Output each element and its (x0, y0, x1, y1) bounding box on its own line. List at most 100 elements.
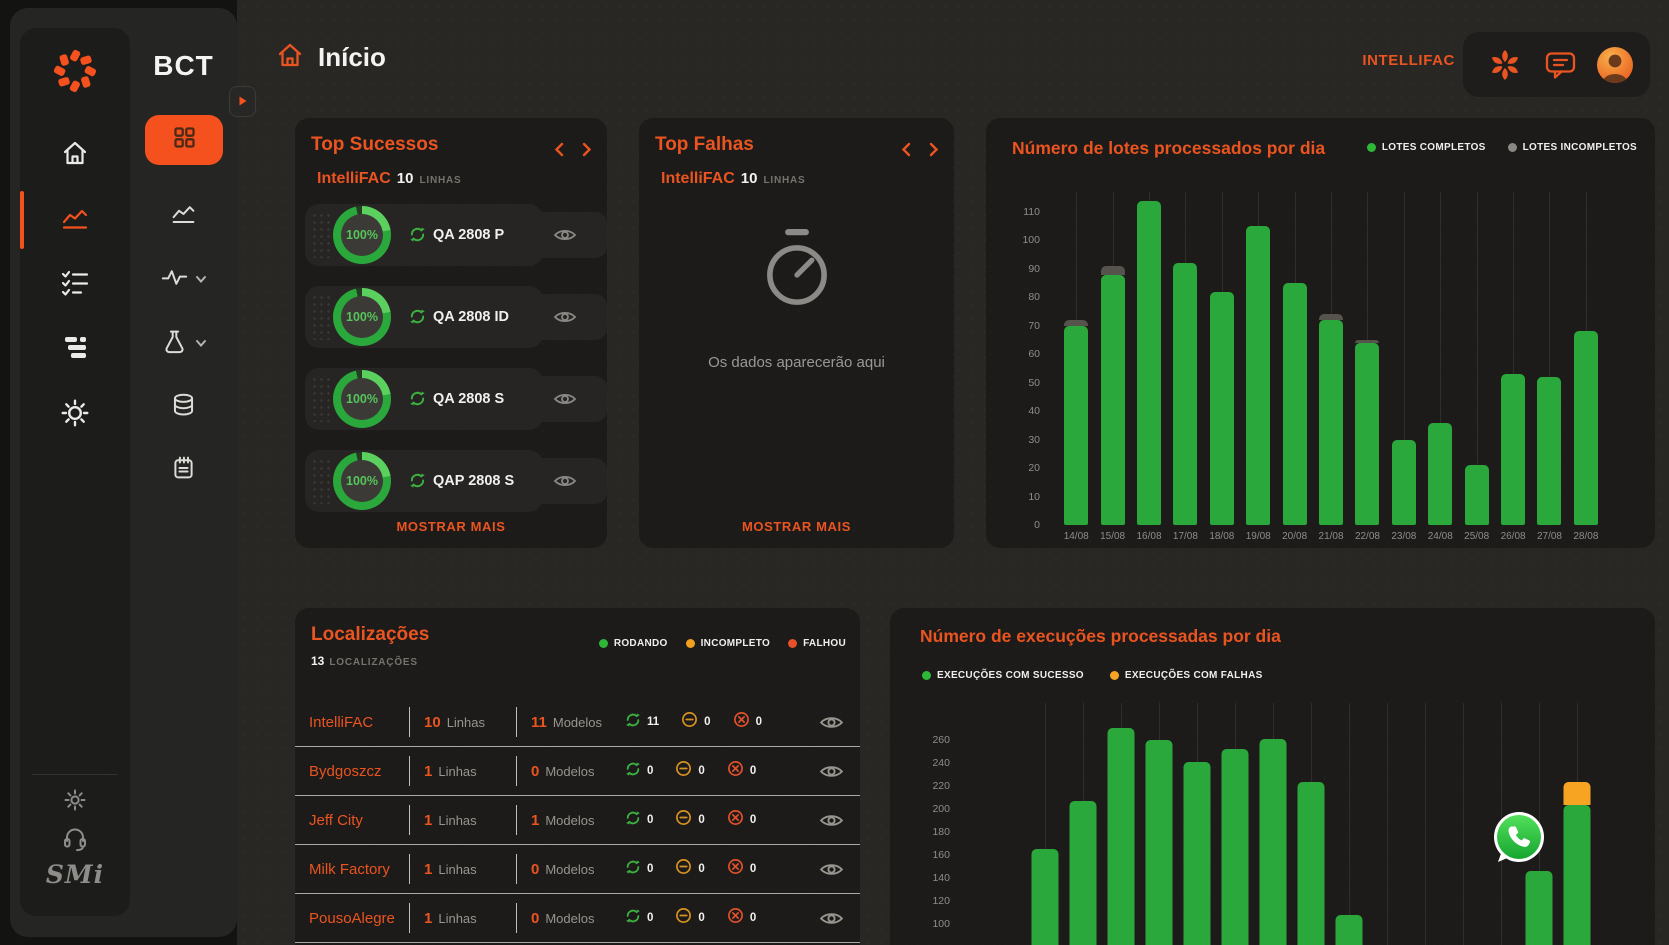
modelos-count: 0 (531, 860, 540, 878)
status-rodando: 0 (625, 908, 653, 929)
eye-icon[interactable] (819, 910, 844, 927)
sidebar-item-settings[interactable] (20, 398, 130, 433)
sidebar-item-tasks[interactable] (20, 270, 130, 300)
sidebar-item-analytics[interactable] (20, 191, 130, 249)
menu-item-monitoring[interactable] (130, 264, 237, 296)
progress-ring: 100% (333, 370, 391, 428)
support-button[interactable] (20, 824, 130, 857)
modelos-count: 1 (531, 811, 540, 829)
avatar[interactable] (1596, 46, 1634, 84)
linhas-label: Linhas (438, 763, 477, 779)
status-falhou: 0 (727, 809, 756, 831)
menu-item-reports[interactable] (130, 454, 237, 486)
menu-item-lab[interactable] (130, 328, 237, 360)
refresh-icon (409, 390, 426, 412)
status-falhou: 0 (727, 907, 756, 929)
theme-toggle-button[interactable] (20, 788, 130, 817)
show-more-button[interactable]: MOSTRAR MAIS (741, 519, 852, 534)
linhas-count: 1 (424, 860, 433, 878)
bar-slot: 27/08 (1531, 192, 1567, 542)
chart-legend: LOTES COMPLETOS LOTES INCOMPLETOS (1366, 142, 1637, 153)
expand-sidebar-button[interactable] (229, 86, 256, 117)
status-rodando: 11 (625, 712, 659, 733)
play-icon (239, 93, 247, 111)
card-lotes-chart: Número de lotes processados por dia LOTE… (986, 118, 1655, 548)
card-title: Top Sucessos (311, 134, 439, 155)
eye-icon[interactable] (553, 391, 577, 412)
app-logo[interactable] (20, 46, 130, 101)
list-item: 100% QA 2808 ID (305, 286, 607, 348)
refresh-icon (625, 810, 641, 831)
chevron-left-icon[interactable] (900, 142, 912, 157)
status-falhou: 0 (727, 858, 756, 880)
pinwheel-logo-icon (50, 46, 100, 101)
linhas-count: 1 (424, 762, 433, 780)
bar-slot: 22/08 (1349, 192, 1385, 542)
eye-icon[interactable] (553, 227, 577, 248)
line-count-label: LINHAS (419, 175, 462, 186)
location-link[interactable]: IntelliFAC (309, 713, 374, 731)
sidebar-item-pipeline[interactable] (20, 335, 130, 365)
modelos-label: Modelos (545, 812, 595, 828)
status-incompleto: 0 (675, 858, 705, 880)
bar-slot: 18/08 (1204, 192, 1240, 542)
card-title: Localizações (311, 624, 430, 645)
sidebar: SMi BCT (10, 8, 256, 937)
bar-slot: 16/08 (1131, 192, 1167, 542)
eye-icon[interactable] (819, 861, 844, 878)
chat-button[interactable] (1544, 48, 1577, 81)
line-chart-icon (170, 200, 197, 232)
chevron-down-icon (195, 335, 207, 353)
card-subtitle: IntelliFAC 10 LINHAS (317, 170, 462, 188)
bar-slot (1178, 703, 1216, 945)
x-circle-icon (733, 711, 750, 733)
chevron-left-icon[interactable] (553, 142, 565, 157)
table-row: IntelliFAC 10 Linhas 11 Modelos (295, 698, 860, 747)
menu-item-database[interactable] (130, 392, 237, 424)
notepad-icon (170, 454, 197, 486)
menu-item-charts[interactable] (130, 200, 237, 232)
sun-icon (63, 788, 87, 817)
bar-slot (1330, 703, 1368, 945)
eye-icon[interactable] (553, 309, 577, 330)
openai-button[interactable] (1485, 45, 1525, 85)
eye-icon[interactable] (553, 473, 577, 494)
eye-icon[interactable] (819, 714, 844, 731)
minus-circle-icon (675, 760, 692, 782)
batch-label: QAP 2808 S (433, 473, 515, 489)
eye-icon[interactable] (819, 763, 844, 780)
progress-value: 100% (341, 296, 383, 338)
openai-icon (1492, 49, 1518, 80)
card-title: Top Falhas (655, 134, 754, 155)
bar-slot: 24/08 (1422, 192, 1458, 542)
chevron-right-icon[interactable] (928, 142, 940, 157)
gear-icon (60, 398, 90, 433)
bar-slot (1026, 703, 1064, 945)
bar-slot: 21/08 (1313, 192, 1349, 542)
headset-icon (62, 824, 88, 857)
menu-item-dashboard[interactable] (145, 115, 223, 165)
status-legend: RODANDO INCOMPLETO FALHOU (598, 638, 846, 649)
show-more-button[interactable]: MOSTRAR MAIS (396, 519, 506, 534)
chat-icon (1545, 52, 1576, 79)
linhas-count: 1 (424, 811, 433, 829)
bar-slot: 17/08 (1167, 192, 1203, 542)
sidebar-item-home[interactable] (20, 140, 130, 170)
modelos-count: 11 (531, 713, 547, 731)
location-link[interactable]: Jeff City (309, 811, 363, 829)
location-link[interactable]: Milk Factory (309, 860, 390, 878)
whatsapp-button[interactable] (1490, 810, 1548, 868)
legend-dot-falhas (1109, 671, 1119, 680)
rail-divider (32, 774, 118, 775)
progress-ring: 100% (333, 206, 391, 264)
eye-icon[interactable] (819, 812, 844, 829)
bar-slot (1444, 703, 1482, 945)
progress-value: 100% (341, 460, 383, 502)
chevron-right-icon[interactable] (581, 142, 593, 157)
refresh-icon (409, 226, 426, 248)
line-count-label: LINHAS (763, 175, 806, 186)
batch-label: QA 2808 ID (433, 309, 510, 325)
location-link[interactable]: Bydgoszcz (309, 762, 382, 780)
location-link[interactable]: PousoAlegre (309, 909, 395, 927)
home-icon (60, 138, 90, 173)
